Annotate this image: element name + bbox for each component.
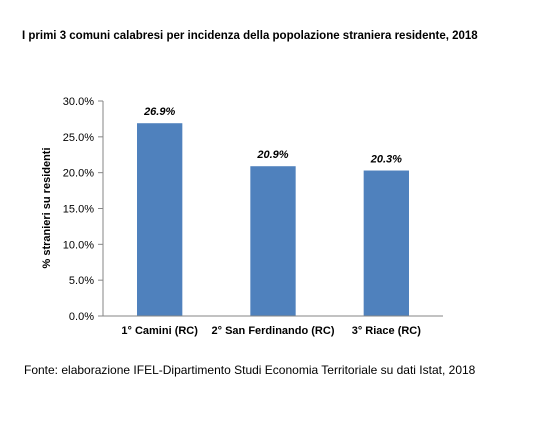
x-tick-label: 1° Camini (RC) [121, 325, 198, 337]
x-tick-label: 3° Riace (RC) [352, 325, 422, 337]
data-label: 20.9% [256, 149, 288, 161]
y-tick-label: 0.0% [69, 311, 94, 323]
y-tick-label: 10.0% [63, 239, 94, 251]
y-axis-label: % stranieri su residenti [41, 147, 53, 268]
y-tick-label: 25.0% [63, 132, 94, 144]
x-axis-labels: 1° Camini (RC) 2° San Ferdinando (RC) 3° R… [121, 325, 421, 337]
y-tick-label: 30.0% [63, 96, 94, 108]
bar [363, 170, 409, 316]
bars: 26.9% 20.9% 20.3% [137, 106, 409, 316]
bar [137, 123, 183, 316]
chart-title: I primi 3 comuni calabresi per incidenza… [22, 30, 478, 42]
data-label: 20.3% [370, 154, 402, 166]
y-tick-label: 5.0% [69, 275, 94, 287]
y-tick-label: 15.0% [63, 204, 94, 216]
y-tick-label: 20.0% [63, 168, 94, 180]
source-note: Fonte: elaborazione IFEL-Dipartimento St… [24, 363, 476, 377]
data-label: 26.9% [143, 106, 175, 118]
x-tick-label: 2° San Ferdinando (RC) [212, 325, 335, 337]
y-axis-ticks: 0.0% 5.0% 10.0% 15.0% 20.0% 25.0% 30.0% [63, 96, 103, 323]
bar [250, 166, 296, 316]
